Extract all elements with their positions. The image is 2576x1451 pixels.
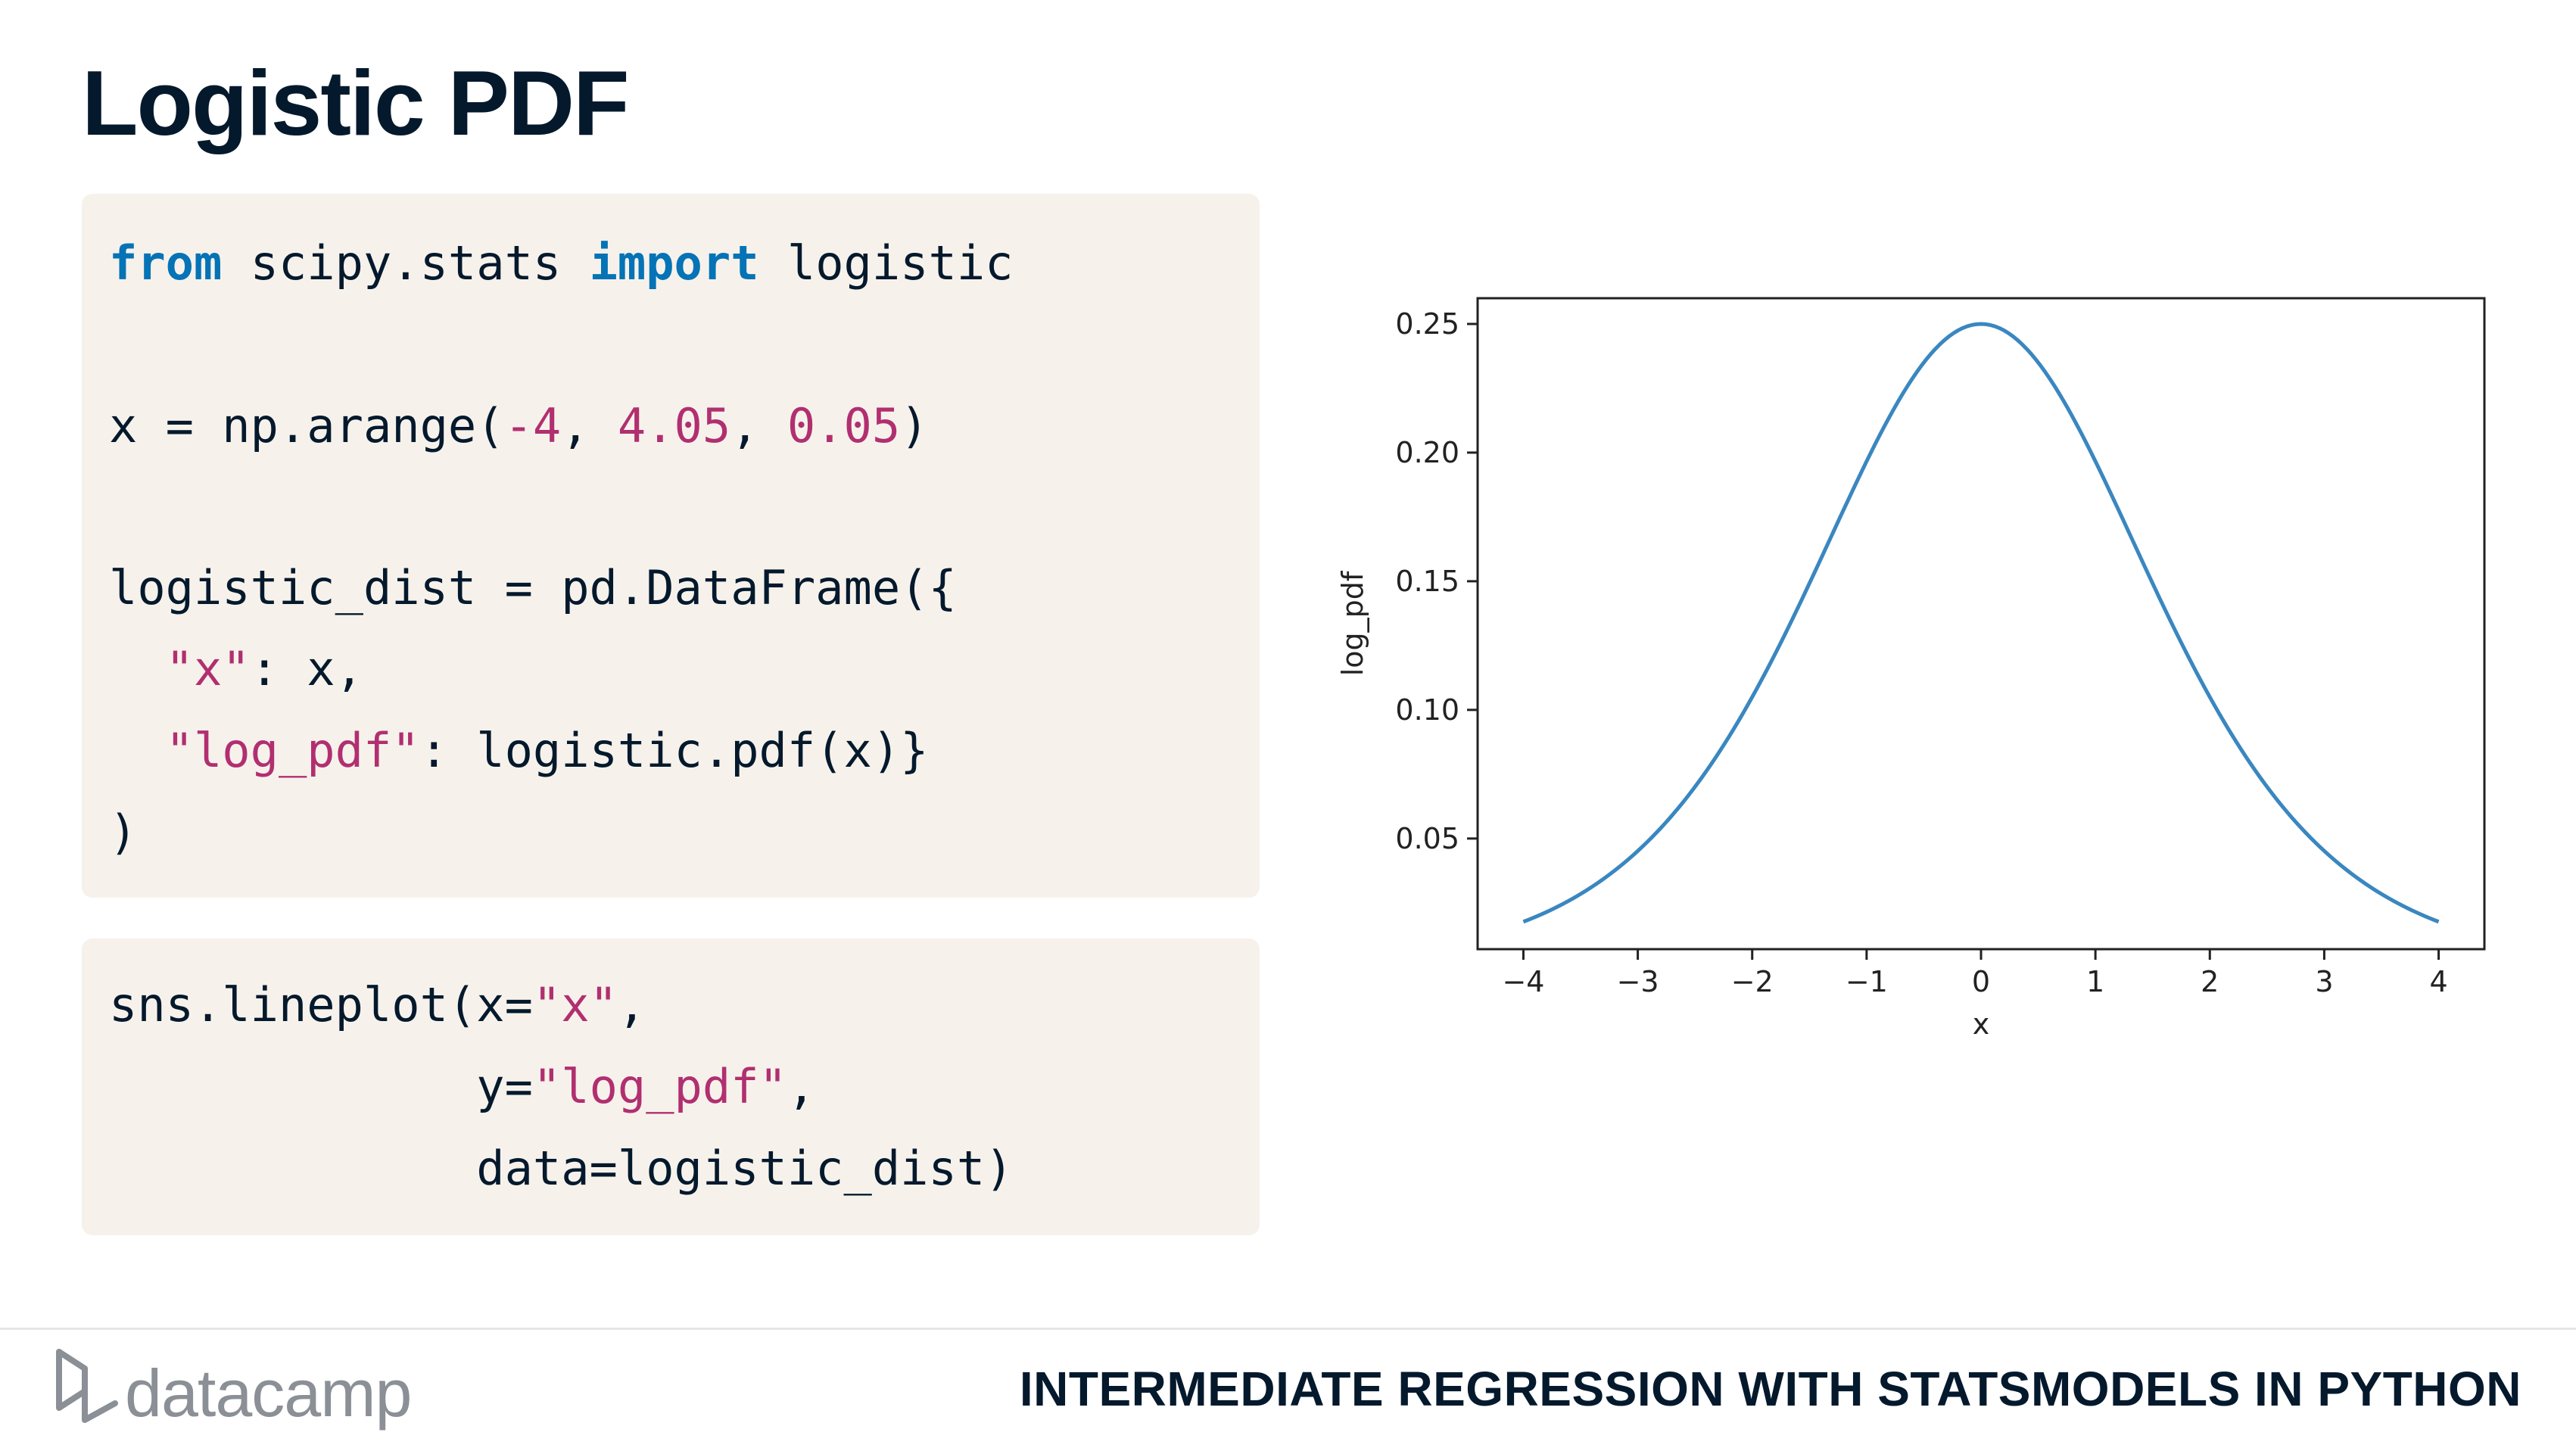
- code-block-plot: sns.lineplot(x="x", y="log_pdf", data=lo…: [82, 939, 1260, 1235]
- pdf-line: [1522, 322, 2440, 924]
- x-tick-label: −2: [1731, 965, 1774, 998]
- course-title: INTERMEDIATE REGRESSION WITH STATSMODELS…: [1019, 1362, 2521, 1416]
- number-literal: -4: [504, 398, 562, 453]
- code-text: logistic_dist = pd.DataFrame({: [109, 560, 957, 615]
- x-tick-label: −4: [1502, 965, 1544, 998]
- y-tick-label: 0.05: [1395, 822, 1459, 855]
- code-line: y="log_pdf",: [109, 1060, 815, 1114]
- number-literal: 0.05: [787, 398, 901, 453]
- plot-frame: [1476, 297, 2486, 951]
- code-line: "x": x,: [109, 642, 363, 696]
- logistic-pdf-chart: −4 −3 −2 −1 0 1 2 3 4 0.05 0.10 0.15 0.20 0.25 x log_pd…: [1336, 297, 2486, 1041]
- datacamp-logo-icon: [56, 1349, 118, 1423]
- code-text: sns.lineplot(x=: [109, 977, 533, 1032]
- x-tick-label: 0: [1972, 965, 1990, 998]
- keyword: import: [589, 235, 759, 291]
- code-text: x = np.arange(: [109, 398, 505, 453]
- x-tick-label: 3: [2315, 965, 2333, 998]
- indent: [109, 641, 166, 696]
- code-text: data=logistic_dist): [109, 1141, 1014, 1196]
- y-tick-label: 0.10: [1395, 693, 1459, 727]
- code-line: x = np.arange(-4, 4.05, 0.05): [109, 399, 929, 453]
- code-line: "log_pdf": logistic.pdf(x)}: [109, 724, 929, 778]
- code-text: ,: [787, 1059, 816, 1114]
- code-text: logistic: [758, 235, 1014, 291]
- code-text: : logistic.pdf(x)}: [419, 723, 929, 778]
- y-tick-label: 0.15: [1395, 565, 1459, 598]
- code-line: logistic_dist = pd.DataFrame({: [109, 561, 957, 615]
- slide-title: Logistic PDF: [82, 51, 630, 154]
- code-text: : x,: [250, 641, 363, 696]
- x-tick-label: 2: [2201, 965, 2219, 998]
- code-line: ): [109, 805, 137, 860]
- code-block-imports: from scipy.stats import logistic x = np.…: [82, 194, 1260, 898]
- y-tick-label: 0.25: [1395, 307, 1459, 341]
- code-line: from scipy.stats import logistic: [109, 236, 1014, 291]
- string-literal: "x": [165, 641, 251, 696]
- code-text: ): [900, 398, 929, 453]
- string-literal: "log_pdf": [165, 723, 420, 778]
- code-text: scipy.stats: [222, 235, 590, 291]
- indent: [109, 723, 166, 778]
- string-literal: "log_pdf": [532, 1059, 787, 1114]
- x-tick-label: −3: [1617, 965, 1659, 998]
- x-tick-label: 1: [2086, 965, 2104, 998]
- string-literal: "x": [532, 977, 618, 1032]
- code-text: ,: [561, 398, 618, 453]
- code-text: ): [109, 805, 138, 860]
- y-axis-label: log_pdf: [1336, 570, 1369, 676]
- code-text: ,: [617, 977, 646, 1032]
- x-axis-label: x: [1973, 1007, 1990, 1041]
- number-literal: 4.05: [617, 398, 731, 453]
- y-tick-label: 0.20: [1395, 436, 1459, 469]
- x-tick-label: 4: [2429, 965, 2447, 998]
- brand-name: datacamp: [125, 1356, 412, 1431]
- code-text: y=: [109, 1059, 533, 1114]
- code-text: ,: [730, 398, 787, 453]
- code-line: data=logistic_dist): [109, 1141, 1013, 1196]
- keyword: from: [109, 235, 223, 291]
- x-tick-label: −1: [1846, 965, 1888, 998]
- code-line: sns.lineplot(x="x",: [109, 978, 646, 1032]
- footer-divider: [0, 1328, 2576, 1330]
